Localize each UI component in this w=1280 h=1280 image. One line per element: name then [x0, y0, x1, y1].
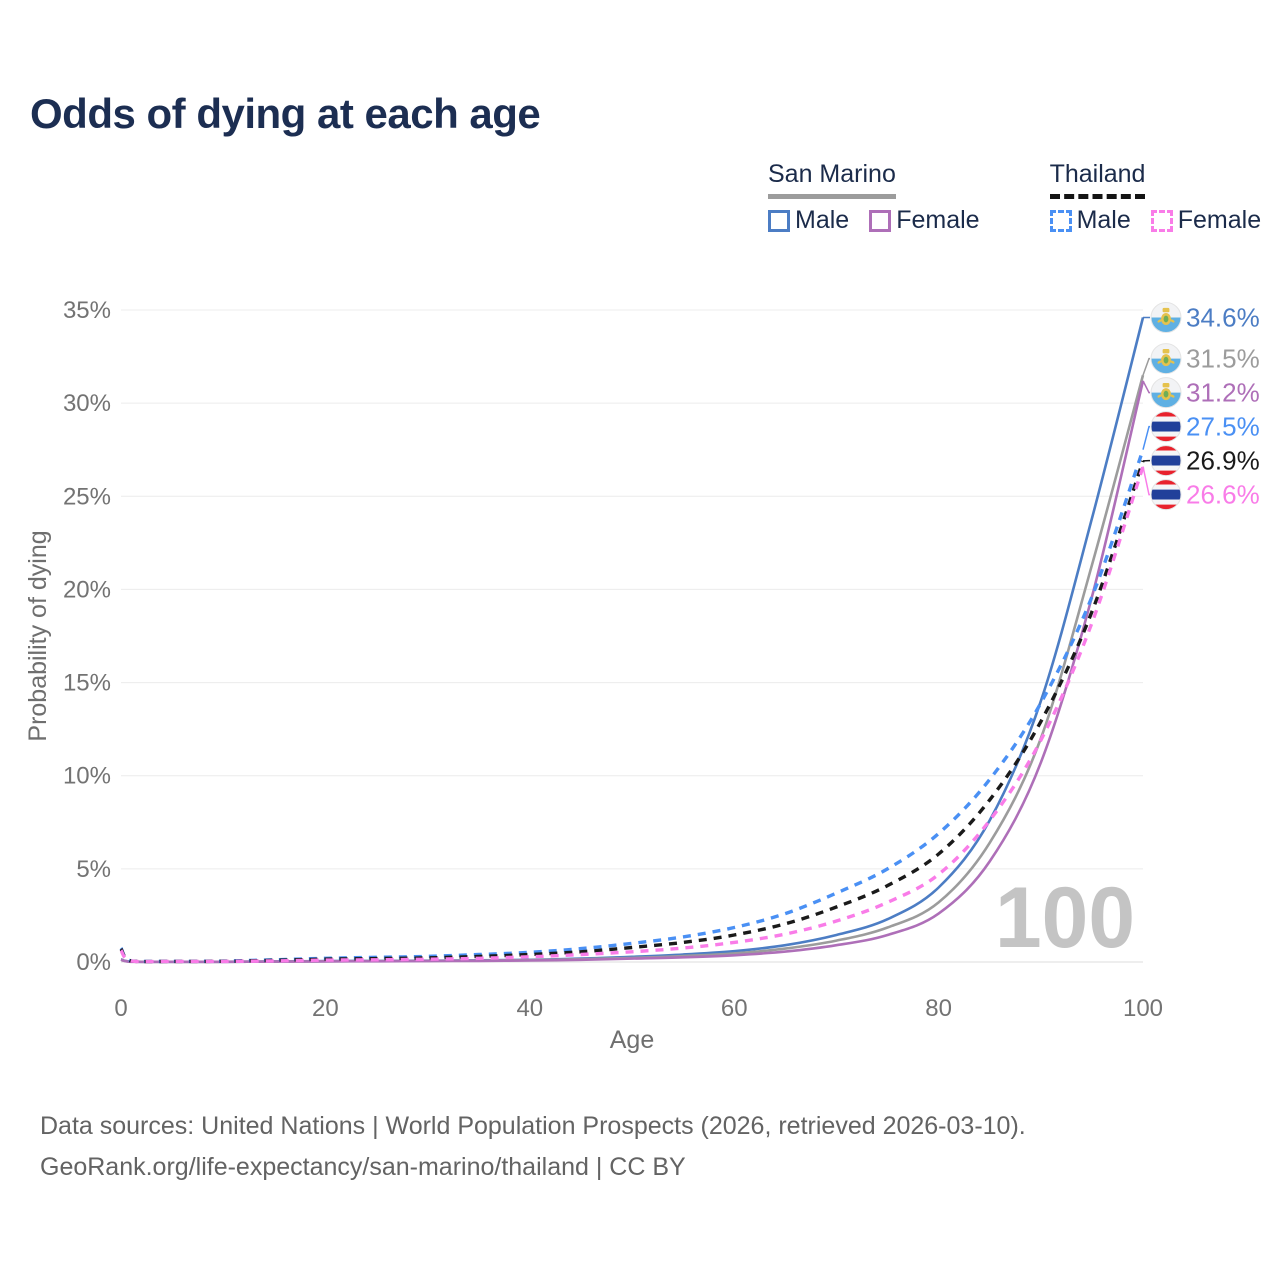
x-tick-label: 20 — [312, 995, 339, 1022]
series-line-sm-female — [120, 380, 1145, 964]
end-label-value-th-male: 27.5% — [1186, 412, 1260, 442]
end-label-flag-sm-all — [1150, 343, 1182, 375]
legend: San Marino Male Female Thailand Male — [768, 160, 1280, 235]
end-label-connector-th-female — [1142, 466, 1150, 496]
end-label-value-sm-female: 31.2% — [1186, 378, 1260, 408]
x-tick-label: 0 — [114, 995, 127, 1022]
legend-country-san-marino[interactable]: San Marino — [768, 160, 896, 199]
flag-icon-san-marino — [1151, 343, 1181, 374]
y-tick-label: 10% — [63, 763, 111, 790]
flag-icon-thailand — [1151, 411, 1181, 442]
end-label-connector-sm-all — [1142, 357, 1150, 376]
y-tick-label: 35% — [63, 297, 111, 324]
y-tick-label: 0% — [76, 949, 111, 976]
legend-item-thailand-male[interactable]: Male — [1049, 206, 1131, 235]
series-line-th-female — [119, 465, 1145, 964]
legend-group-thailand: Thailand Male Female — [1049, 160, 1280, 235]
legend-item-thailand-female[interactable]: Female — [1150, 206, 1261, 235]
flag-icon-thailand — [1151, 479, 1181, 510]
y-tick-label: 5% — [76, 856, 111, 883]
end-label-value-th-female: 26.6% — [1186, 480, 1260, 510]
age-watermark: 100 — [995, 870, 1135, 966]
end-label-flag-sm-male — [1150, 302, 1182, 333]
source-link[interactable]: GeoRank.org/life-expectancy/san-marino/t… — [40, 1153, 686, 1181]
end-label-value-sm-all: 31.5% — [1186, 344, 1260, 374]
x-tick-label: 60 — [721, 995, 748, 1022]
series-line-sm-all — [120, 374, 1145, 964]
end-label-flag-th-all — [1150, 445, 1182, 477]
legend-item-san-marino-male[interactable]: Male — [768, 206, 849, 235]
legend-item-san-marino-female[interactable]: Female — [869, 206, 980, 235]
data-sources-text: Data sources: United Nations | World Pop… — [40, 1112, 1026, 1140]
end-label-flag-th-female — [1150, 479, 1182, 511]
end-label-flag-sm-female — [1150, 377, 1182, 409]
series-line-sm-male — [120, 317, 1145, 964]
legend-country-thailand[interactable]: Thailand — [1049, 160, 1146, 199]
footer: Data sources: United Nations | World Pop… — [40, 1106, 1026, 1188]
flag-icon-san-marino — [1151, 302, 1181, 333]
x-axis-title: Age — [610, 1026, 654, 1054]
flag-icon-san-marino — [1151, 377, 1181, 408]
flag-icon-thailand — [1151, 445, 1181, 476]
series-line-th-male — [119, 449, 1145, 964]
end-label-flag-th-male — [1150, 411, 1182, 443]
y-tick-label: 25% — [63, 483, 111, 510]
y-tick-label: 15% — [63, 670, 111, 697]
series-line-th-all — [119, 460, 1145, 964]
swatch-san-marino-female-icon — [869, 209, 892, 232]
y-tick-label: 20% — [63, 576, 111, 603]
y-axis-title: Probability of dying — [24, 530, 52, 741]
swatch-thailand-female-icon — [1150, 209, 1173, 232]
legend-group-san-marino: San Marino Male Female — [768, 160, 1000, 235]
end-label-connector-th-male — [1142, 425, 1150, 450]
x-tick-label: 40 — [516, 995, 543, 1022]
x-tick-label: 100 — [1123, 995, 1163, 1022]
y-tick-label: 30% — [63, 390, 111, 417]
swatch-san-marino-male-icon — [768, 209, 790, 232]
end-label-value-th-all: 26.9% — [1186, 446, 1260, 476]
swatch-thailand-male-icon — [1049, 209, 1072, 232]
page-title: Odds of dying at each age — [30, 90, 541, 137]
end-label-connector-sm-female — [1142, 380, 1150, 394]
end-label-value-sm-male: 34.6% — [1186, 302, 1260, 332]
x-tick-label: 80 — [925, 995, 952, 1022]
